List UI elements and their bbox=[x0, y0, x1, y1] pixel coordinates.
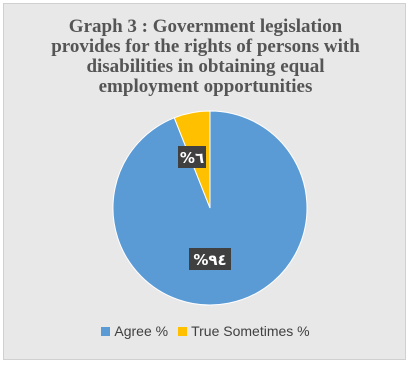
chart-title-line-3: disabilities in obtaining equal bbox=[86, 56, 325, 77]
chart-legend: Agree % True Sometimes % bbox=[4, 323, 407, 339]
legend-item-agree: Agree % bbox=[101, 323, 168, 339]
data-label-box-true-sometimes bbox=[178, 146, 206, 168]
chart-title-line-2: provides for the rights of persons with bbox=[51, 36, 360, 57]
pie-chart: %٩٤ %٦ bbox=[112, 110, 308, 306]
legend-swatch-agree bbox=[101, 326, 111, 336]
chart-title-line-1: Graph 3 : Government legislation bbox=[68, 16, 343, 37]
data-label-agree: %٩٤ bbox=[189, 248, 231, 270]
legend-swatch-true-sometimes bbox=[178, 326, 188, 336]
data-label-box-agree bbox=[189, 248, 231, 270]
legend-item-true-sometimes: True Sometimes % bbox=[178, 323, 310, 339]
chart-frame: Graph 3 : Government legislation provide… bbox=[3, 3, 406, 360]
data-label-text-true-sometimes: %٦ bbox=[180, 149, 204, 167]
legend-label-true-sometimes: True Sometimes % bbox=[191, 323, 310, 339]
data-label-text-agree: %٩٤ bbox=[193, 251, 226, 269]
chart-title-line-4: employment opportunities bbox=[98, 76, 313, 97]
legend-label-agree: Agree % bbox=[114, 323, 169, 339]
chart-title: Graph 3 : Government legislation provide… bbox=[4, 17, 407, 97]
data-label-true-sometimes: %٦ bbox=[178, 146, 206, 168]
